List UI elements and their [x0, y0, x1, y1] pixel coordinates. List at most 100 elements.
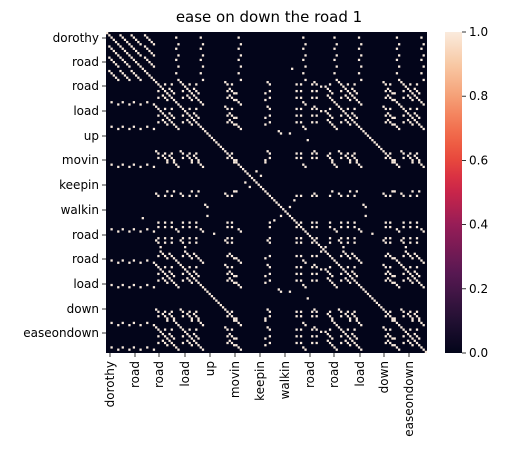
heatmap-cell	[406, 312, 410, 316]
heatmap-cell	[159, 268, 162, 271]
heatmap-cell	[166, 92, 169, 95]
heatmap-cell	[333, 259, 336, 262]
heatmap-cell	[418, 274, 421, 278]
heatmap-cell	[340, 310, 343, 313]
heatmap-cell	[233, 319, 236, 322]
heatmap-cell	[163, 315, 167, 318]
heatmap-cell	[117, 103, 120, 106]
heatmap-cell	[340, 96, 343, 99]
heatmap-cell	[199, 259, 202, 262]
heatmap-cell	[415, 328, 419, 331]
heatmap-cell	[237, 163, 240, 166]
heatmap-cell	[291, 67, 294, 70]
heatmap-cell	[357, 47, 361, 50]
heatmap-cell	[170, 266, 173, 269]
heatmap-cell	[195, 121, 198, 124]
heatmap-cell	[230, 194, 234, 198]
heatmap-cell	[195, 83, 198, 86]
heatmap-cell	[186, 87, 189, 91]
heatmap-cell	[344, 339, 347, 342]
heatmap-cell	[357, 228, 361, 231]
heatmap-cell	[344, 87, 347, 91]
heatmap-cell	[351, 118, 354, 122]
heatmap-cell	[418, 123, 421, 126]
heatmap-cell	[268, 341, 272, 345]
heatmap-cell	[264, 161, 267, 164]
heatmap-cell	[201, 324, 205, 327]
heatmap-cell	[299, 254, 303, 258]
heatmap-cell	[386, 87, 390, 91]
heatmap-cell	[346, 279, 350, 282]
y-tick-label: road	[72, 228, 99, 242]
heatmap-cell	[266, 326, 269, 329]
heatmap-cell	[181, 114, 185, 117]
heatmap-cell	[146, 321, 149, 325]
heatmap-cell	[262, 188, 265, 191]
heatmap-cell	[304, 78, 307, 82]
heatmap-cell	[351, 87, 354, 91]
heatmap-cell	[228, 270, 231, 273]
heatmap-cell	[199, 36, 202, 39]
heatmap-cell	[157, 237, 160, 240]
heatmap-cell	[328, 156, 332, 160]
heatmap-cell	[175, 283, 178, 287]
heatmap-cell	[295, 107, 298, 111]
x-tick-label: road	[152, 361, 166, 388]
heatmap-cell	[420, 36, 423, 39]
heatmap-cell	[168, 332, 171, 336]
heatmap-cell	[406, 112, 410, 115]
heatmap-cell	[277, 130, 280, 133]
heatmap-cell	[311, 241, 314, 244]
heatmap-cell	[181, 96, 185, 99]
heatmap-cell	[168, 118, 171, 122]
heatmap-cell	[230, 279, 234, 282]
heatmap-cell	[230, 121, 234, 124]
heatmap-cell	[389, 156, 392, 160]
heatmap-cell	[362, 203, 365, 206]
heatmap-cell	[315, 96, 318, 99]
heatmap-cell	[342, 268, 345, 271]
heatmap-cell	[384, 241, 387, 244]
heatmap-cell	[235, 98, 238, 102]
heatmap-cell	[239, 230, 243, 233]
heatmap-cell	[299, 221, 303, 224]
heatmap-cell	[386, 154, 390, 157]
heatmap-cell	[393, 123, 396, 126]
heatmap-cell	[422, 127, 425, 131]
heatmap-cell	[186, 118, 189, 122]
y-tick-labels: dorothy road road load up movin keepin walkin ro…	[23, 31, 106, 340]
heatmap-cell	[304, 54, 307, 57]
heatmap-cell	[233, 257, 236, 260]
heatmap-cell	[195, 237, 198, 240]
heatmap-cell	[311, 341, 314, 345]
heatmap-cell	[188, 254, 191, 258]
heatmap-cell	[179, 105, 182, 108]
heatmap-cell	[409, 266, 412, 269]
heatmap-cell	[331, 319, 334, 322]
heatmap-cell	[128, 127, 131, 131]
heatmap-cell	[190, 159, 193, 162]
heatmap-cell	[409, 335, 412, 338]
heatmap-cell	[181, 335, 185, 338]
heatmap-cell	[163, 96, 167, 99]
heatmap-cell	[137, 63, 140, 66]
heatmap-cell	[170, 335, 173, 338]
heatmap-cell	[233, 274, 236, 278]
heatmap-cell	[384, 341, 387, 345]
heatmap-cell	[126, 76, 129, 79]
heatmap-cell	[130, 56, 133, 59]
heatmap-cell	[348, 123, 352, 126]
heatmap-cell	[181, 315, 185, 318]
heatmap-cell	[333, 321, 336, 325]
heatmap-cell	[161, 277, 165, 280]
heatmap-cell	[123, 74, 127, 77]
heatmap-cell	[315, 225, 318, 229]
heatmap-cell	[126, 63, 129, 66]
heatmap-cell	[302, 36, 305, 39]
heatmap-cell	[264, 281, 267, 284]
heatmap-cell	[230, 315, 234, 318]
heatmap-cell	[237, 125, 240, 128]
heatmap-cell	[146, 58, 149, 62]
heatmap-cell	[317, 243, 321, 247]
heatmap-cell	[181, 107, 185, 111]
